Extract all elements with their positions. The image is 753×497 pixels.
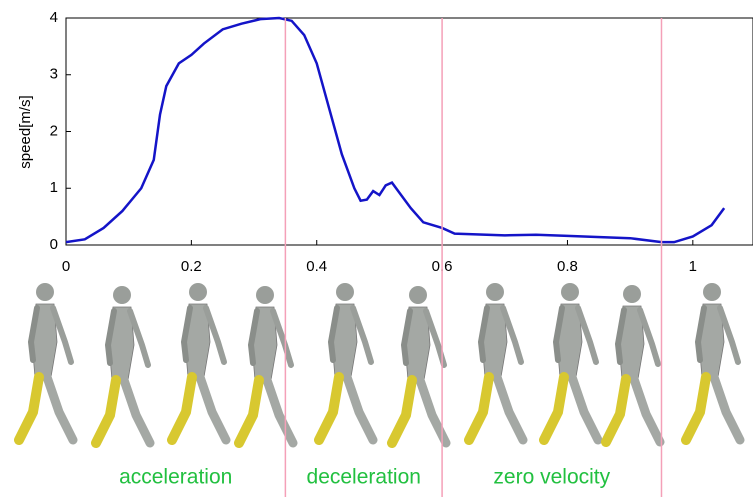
- x-tick-label: 0.4: [306, 258, 327, 275]
- figure: [19, 283, 73, 440]
- x-tick-label: 0.8: [557, 258, 578, 275]
- walking-figures: [19, 283, 740, 443]
- phase-label: zero velocity: [493, 466, 610, 489]
- y-tick-label: 0: [50, 236, 58, 253]
- speed-line: [65, 16, 726, 244]
- x-tick-label: 0: [62, 258, 70, 275]
- figure: [392, 286, 446, 443]
- phase-label: deceleration: [307, 466, 421, 489]
- y-axis-label: speed[m/s]: [17, 95, 34, 168]
- figure: [606, 285, 660, 442]
- x-tick-label: 1: [689, 258, 697, 275]
- figure: [469, 283, 523, 440]
- plot-frame: [65, 17, 753, 246]
- x-tick-label: 0.2: [181, 258, 202, 275]
- y-tick-label: 3: [50, 66, 58, 83]
- figure: [96, 286, 150, 443]
- phase-label: acceleration: [119, 466, 232, 489]
- figure: [172, 283, 226, 440]
- figure: [544, 283, 598, 440]
- y-tick-label: 4: [50, 9, 58, 26]
- figure: [686, 283, 740, 440]
- y-tick-label: 2: [50, 122, 58, 139]
- y-tick-label: 1: [50, 179, 58, 196]
- figure: [319, 283, 373, 440]
